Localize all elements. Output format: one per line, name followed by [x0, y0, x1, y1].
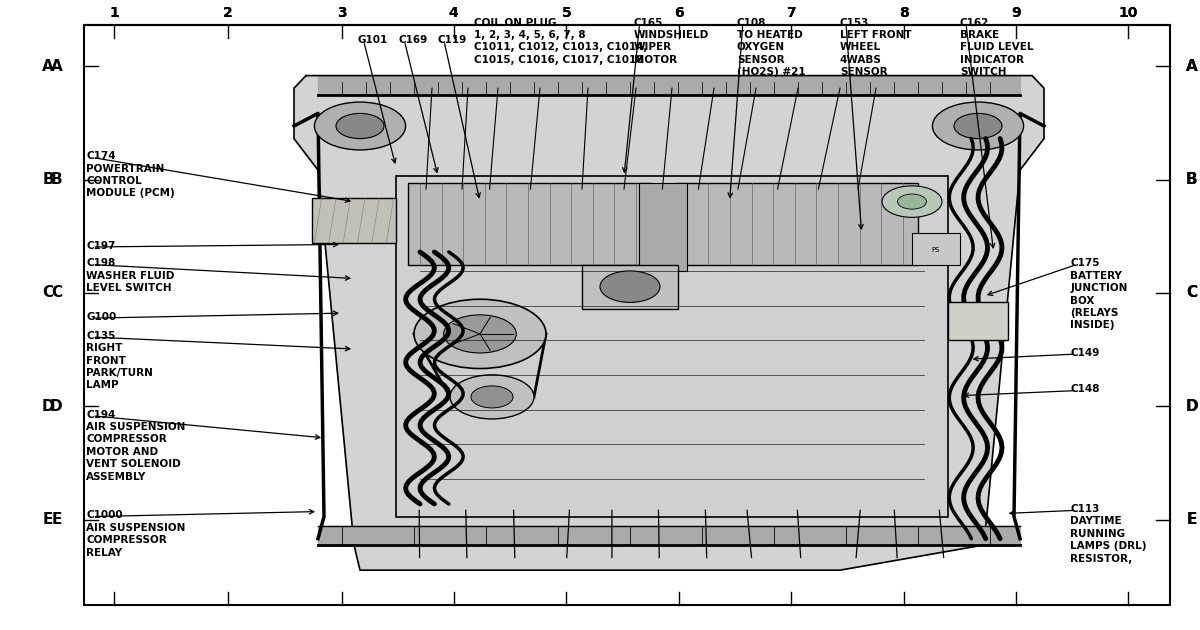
Text: B: B: [1186, 172, 1198, 187]
Text: C198
WASHER FLUID
LEVEL SWITCH: C198 WASHER FLUID LEVEL SWITCH: [86, 258, 175, 293]
Circle shape: [336, 113, 384, 139]
Text: C149: C149: [1070, 348, 1099, 358]
Text: 9: 9: [1012, 6, 1021, 20]
Text: 2: 2: [223, 6, 233, 20]
Bar: [582, 265, 678, 309]
Bar: [912, 233, 960, 265]
Text: 3: 3: [337, 6, 347, 20]
Text: B: B: [50, 172, 62, 187]
Text: C108
TO HEATED
OXYGEN
SENSOR
(HO2S) #21: C108 TO HEATED OXYGEN SENSOR (HO2S) #21: [737, 18, 805, 77]
Text: 7: 7: [786, 6, 796, 20]
Circle shape: [444, 315, 516, 353]
Text: 5: 5: [562, 6, 571, 20]
Circle shape: [882, 186, 942, 217]
Text: 4: 4: [449, 6, 458, 20]
Text: C153
LEFT FRONT
WHEEL
4WABS
SENSOR: C153 LEFT FRONT WHEEL 4WABS SENSOR: [840, 18, 912, 77]
Polygon shape: [294, 76, 1044, 570]
Text: 5: 5: [562, 6, 571, 20]
Text: C197: C197: [86, 241, 115, 251]
Text: C: C: [42, 285, 54, 301]
Text: 9: 9: [1012, 6, 1021, 20]
Text: C: C: [50, 285, 62, 301]
Text: 2: 2: [223, 6, 233, 20]
Text: 8: 8: [899, 6, 908, 20]
Text: E: E: [1187, 512, 1196, 527]
Text: PS: PS: [931, 248, 941, 253]
Text: 3: 3: [337, 6, 347, 20]
Circle shape: [600, 271, 660, 302]
Text: 1: 1: [109, 6, 119, 20]
Bar: [674, 183, 918, 265]
Text: A: A: [1186, 59, 1198, 74]
Text: B: B: [1186, 172, 1198, 187]
Circle shape: [450, 375, 534, 419]
Text: A: A: [42, 59, 54, 74]
Circle shape: [314, 102, 406, 150]
Text: C175
BATTERY
JUNCTION
BOX
(RELAYS
INSIDE): C175 BATTERY JUNCTION BOX (RELAYS INSIDE…: [1070, 258, 1128, 330]
Text: E: E: [52, 512, 61, 527]
Text: C194
AIR SUSPENSION
COMPRESSOR
MOTOR AND
VENT SOLENOID
ASSEMBLY: C194 AIR SUSPENSION COMPRESSOR MOTOR AND…: [86, 410, 186, 481]
Bar: [948, 302, 1008, 340]
Text: 10: 10: [1118, 6, 1138, 20]
Text: C135
RIGHT
FRONT
PARK/TURN
LAMP: C135 RIGHT FRONT PARK/TURN LAMP: [86, 331, 154, 391]
Circle shape: [954, 113, 1002, 139]
Text: A: A: [1186, 59, 1198, 74]
Text: C169: C169: [398, 35, 427, 45]
Circle shape: [470, 386, 514, 408]
Text: G100: G100: [86, 312, 116, 322]
Text: 8: 8: [899, 6, 908, 20]
Text: G101: G101: [358, 35, 388, 45]
Text: C: C: [1186, 285, 1198, 301]
Bar: [408, 183, 650, 265]
Text: C119: C119: [438, 35, 467, 45]
Text: D: D: [50, 399, 62, 414]
Text: E: E: [43, 512, 53, 527]
Text: 7: 7: [786, 6, 796, 20]
Text: 6: 6: [674, 6, 684, 20]
Bar: [638, 183, 686, 271]
Circle shape: [932, 102, 1024, 150]
Text: C148: C148: [1070, 384, 1100, 394]
Text: C165
WINDSHIELD
WIPER
MOTOR: C165 WINDSHIELD WIPER MOTOR: [634, 18, 709, 65]
Text: B: B: [42, 172, 54, 187]
Text: C1000
AIR SUSPENSION
COMPRESSOR
RELAY: C1000 AIR SUSPENSION COMPRESSOR RELAY: [86, 510, 186, 558]
Text: E: E: [1187, 512, 1196, 527]
Text: C162
BRAKE
FLUID LEVEL
INDICATOR
SWITCH: C162 BRAKE FLUID LEVEL INDICATOR SWITCH: [960, 18, 1033, 77]
Circle shape: [898, 194, 926, 209]
Text: D: D: [1186, 399, 1198, 414]
Text: A: A: [50, 59, 62, 74]
Text: 6: 6: [674, 6, 684, 20]
Circle shape: [414, 299, 546, 369]
Text: 4: 4: [449, 6, 458, 20]
Text: D: D: [1186, 399, 1198, 414]
Text: C174
POWERTRAIN
CONTROL
MODULE (PCM): C174 POWERTRAIN CONTROL MODULE (PCM): [86, 151, 175, 198]
Text: 10: 10: [1118, 6, 1138, 20]
Bar: [312, 198, 396, 243]
Text: C113
DAYTIME
RUNNING
LAMPS (DRL)
RESISTOR,: C113 DAYTIME RUNNING LAMPS (DRL) RESISTO…: [1070, 504, 1147, 564]
Text: C: C: [1186, 285, 1198, 301]
Text: COIL ON PLUG
1, 2, 3, 4, 5, 6, 7, 8
C1011, C1012, C1013, C1014,
C1015, C1016, C1: COIL ON PLUG 1, 2, 3, 4, 5, 6, 7, 8 C101…: [474, 18, 648, 65]
Bar: [396, 176, 948, 517]
Text: D: D: [42, 399, 54, 414]
Text: 1: 1: [109, 6, 119, 20]
